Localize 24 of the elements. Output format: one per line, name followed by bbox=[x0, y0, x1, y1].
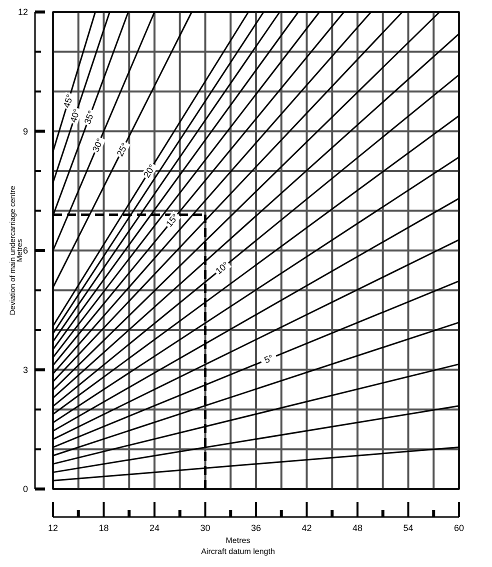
annotation: 5° bbox=[262, 352, 275, 366]
annotation: 20° bbox=[142, 162, 158, 180]
annotation: 45° bbox=[61, 92, 76, 110]
x-tick-label: 18 bbox=[98, 523, 109, 533]
annotation: 40° bbox=[68, 107, 82, 124]
y-tick-label: 3 bbox=[22, 364, 28, 375]
annotation: 25° bbox=[114, 140, 130, 158]
y-tick-label: 0 bbox=[22, 484, 28, 494]
x-tick-label: 30 bbox=[200, 523, 210, 533]
x-tick-label: 48 bbox=[352, 523, 363, 533]
annotation: 35° bbox=[82, 108, 97, 126]
x-tick-label: 12 bbox=[48, 523, 58, 533]
x-tick-label: 24 bbox=[149, 523, 160, 533]
annotation: 15° bbox=[164, 212, 181, 229]
annotation: 10° bbox=[214, 260, 231, 276]
x-tick-label: 60 bbox=[454, 523, 464, 533]
x-tick-label: 36 bbox=[250, 523, 262, 533]
x-axis-title: Metres Aircraft datum length bbox=[201, 536, 275, 556]
annotation: 30° bbox=[90, 136, 106, 154]
x-tick-label: 54 bbox=[403, 523, 414, 533]
x-tick-label: 42 bbox=[302, 523, 312, 533]
y-tick-label: 12 bbox=[18, 7, 28, 17]
y-tick-label: 9 bbox=[22, 126, 28, 136]
y-tick-label: 6 bbox=[22, 246, 28, 256]
